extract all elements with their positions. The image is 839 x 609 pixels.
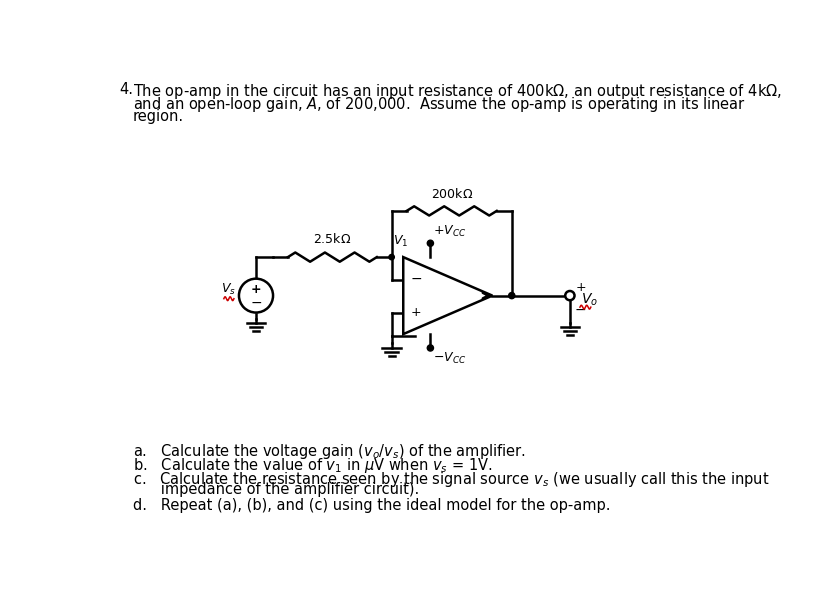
Circle shape — [427, 345, 434, 351]
Text: d.   Repeat (a), (b), and (c) using the ideal model for the op-amp.: d. Repeat (a), (b), and (c) using the id… — [133, 498, 610, 513]
Circle shape — [508, 292, 515, 298]
Text: +$V_{CC}$: +$V_{CC}$ — [434, 224, 466, 239]
Text: $V_o$: $V_o$ — [581, 292, 597, 308]
Text: 200k$\Omega$: 200k$\Omega$ — [430, 187, 473, 201]
Text: $V_s$: $V_s$ — [221, 282, 237, 297]
Text: $-V_{CC}$: $-V_{CC}$ — [434, 351, 466, 366]
Text: 4.: 4. — [119, 82, 133, 97]
Text: b.   Calculate the value of $v_1$ in $\mu$V when $v_s$ = 1V.: b. Calculate the value of $v_1$ in $\mu$… — [133, 456, 492, 475]
Text: region.: region. — [133, 108, 184, 124]
Text: +: + — [411, 306, 422, 319]
Text: −: − — [575, 303, 586, 317]
Text: 2.5k$\Omega$: 2.5k$\Omega$ — [313, 232, 352, 246]
Circle shape — [239, 279, 273, 312]
Circle shape — [427, 240, 434, 246]
Text: $V_1$: $V_1$ — [393, 234, 409, 250]
Text: impedance of the amplifier circuit).: impedance of the amplifier circuit). — [133, 482, 419, 497]
Text: a.   Calculate the voltage gain ($v_o$/$v_s$) of the amplifier.: a. Calculate the voltage gain ($v_o$/$v_… — [133, 442, 525, 461]
Text: −: − — [250, 295, 262, 309]
Text: The op-amp in the circuit has an input resistance of 400k$\Omega$, an output res: The op-amp in the circuit has an input r… — [133, 82, 782, 101]
Text: +: + — [251, 283, 261, 296]
Circle shape — [389, 255, 394, 260]
Polygon shape — [404, 257, 492, 334]
Circle shape — [565, 291, 575, 300]
Text: and an open-loop gain, $A$, of 200,000.  Assume the op-amp is operating in its l: and an open-loop gain, $A$, of 200,000. … — [133, 96, 746, 114]
Text: c.   Calculate the resistance seen by the signal source $v_s$ (we usually call t: c. Calculate the resistance seen by the … — [133, 470, 769, 488]
Text: +: + — [576, 281, 586, 294]
Text: −: − — [411, 272, 423, 286]
